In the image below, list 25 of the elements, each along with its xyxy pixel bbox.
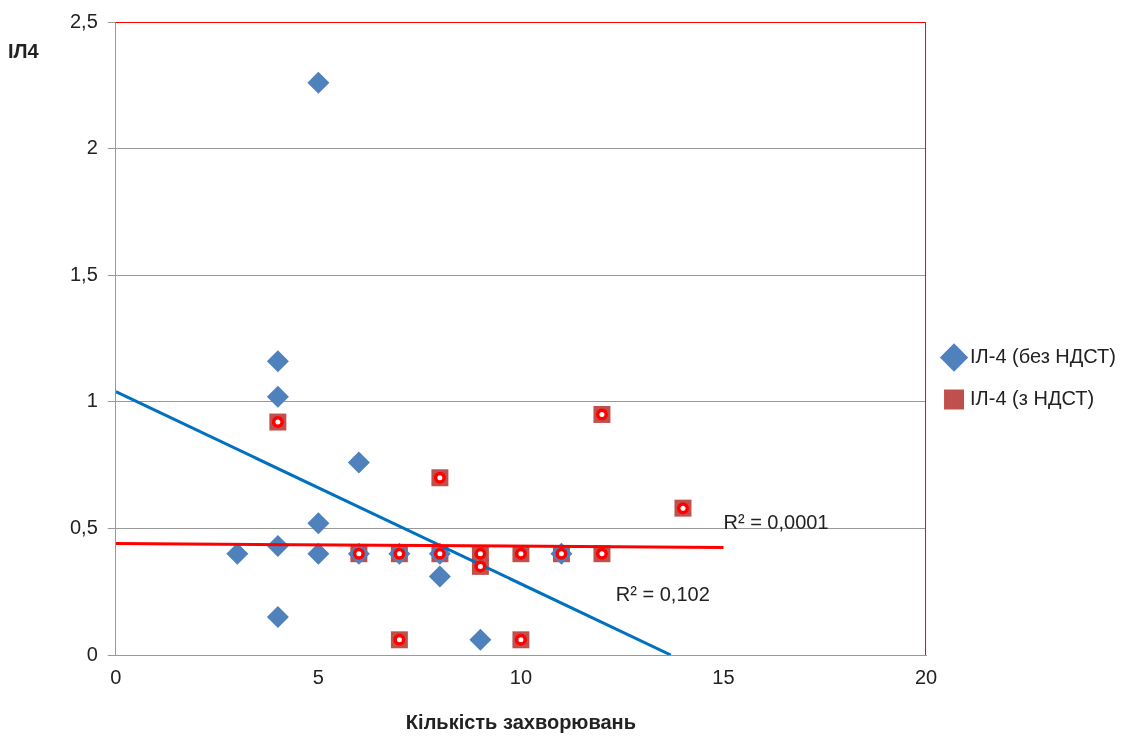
x-axis-title: Кількість захворювань bbox=[405, 710, 636, 733]
point bbox=[469, 628, 492, 651]
x-tick-label: 0 bbox=[110, 665, 122, 688]
x-tick-label: 10 bbox=[509, 665, 533, 688]
y-tick-label: 0 bbox=[86, 642, 98, 665]
y-tick-label: 0,5 bbox=[69, 515, 98, 538]
point bbox=[266, 606, 289, 629]
point bbox=[307, 512, 330, 535]
annotation: R² = 0,0001 bbox=[723, 510, 829, 533]
y-tick-label: 1,5 bbox=[69, 262, 98, 285]
y-tick-label: 2,5 bbox=[69, 9, 98, 32]
point bbox=[307, 71, 330, 94]
x-tick-label: 5 bbox=[312, 665, 324, 688]
y-tick-label: 1 bbox=[86, 389, 98, 412]
point bbox=[266, 385, 289, 408]
point bbox=[428, 565, 451, 588]
point bbox=[347, 451, 370, 474]
legend-label: ІЛ-4 (без НДСТ) bbox=[970, 345, 1116, 368]
point bbox=[266, 350, 289, 373]
y-tick-label: 2 bbox=[86, 136, 98, 159]
x-tick-label: 15 bbox=[712, 665, 735, 688]
legend-label: ІЛ-4 (з НДСТ) bbox=[970, 387, 1095, 410]
x-tick-label: 20 bbox=[914, 665, 938, 688]
annotation: R² = 0,102 bbox=[615, 582, 710, 605]
y-axis-title: ІЛ4 bbox=[8, 39, 40, 62]
